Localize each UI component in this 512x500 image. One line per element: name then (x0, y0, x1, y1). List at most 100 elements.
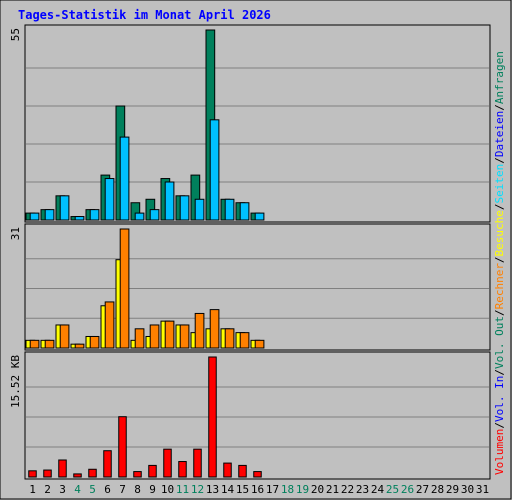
bar-volumen-day-15 (238, 464, 247, 478)
bar-dateien-day-12 (194, 198, 205, 221)
bar-volumen-day-7 (118, 416, 127, 478)
x-tick-label: 11 (176, 483, 189, 496)
bar-volumen-day-10 (163, 448, 172, 478)
x-tick-label: 5 (89, 483, 96, 496)
chart-title: Tages-Statistik im Monat April 2026 (18, 8, 271, 22)
legend-entry-volumen: Volumen (493, 429, 506, 475)
bar-volumen-day-8 (133, 471, 142, 478)
x-tick-label: 19 (296, 483, 309, 496)
x-tick-label: 30 (461, 483, 474, 496)
bar-rechner-day-8 (134, 328, 145, 349)
x-tick-label: 13 (206, 483, 219, 496)
bar-dateien-day-8 (134, 212, 145, 221)
bar-dateien-day-11 (179, 195, 190, 221)
bar-volumen-day-1 (28, 470, 37, 478)
bar-volumen-day-3 (58, 459, 67, 478)
legend-entry-rechner: Rechner (493, 263, 506, 310)
x-axis: 1 2 3 4 5 6 7 8 9 10 11 12 13 14 15 16 17 18 19 20 21 22 23 24 2… (29, 483, 489, 496)
x-tick-label: 10 (161, 483, 174, 496)
bar-rechner-day-15 (239, 332, 250, 349)
legend-separator: / (493, 203, 506, 210)
legend-entry-anfragen: Anfragen (493, 51, 506, 104)
bar-dateien-day-4 (74, 216, 85, 221)
bar-volumen-day-14 (223, 462, 232, 478)
bar-rechner-day-9 (149, 324, 160, 349)
x-tick-label: 3 (59, 483, 66, 496)
legend-separator: / (493, 157, 506, 164)
x-tick-label: 8 (134, 483, 141, 496)
x-tick-label: 18 (281, 483, 294, 496)
x-tick-label: 4 (74, 483, 81, 496)
y-max-label: 55 (9, 28, 22, 41)
legend-entry-seiten: Seiten (493, 164, 506, 204)
bar-volumen-day-2 (43, 469, 52, 478)
x-tick-label: 21 (326, 483, 339, 496)
bar-dateien-day-3 (59, 195, 70, 221)
x-tick-label: 14 (221, 483, 235, 496)
bar-rechner-day-12 (194, 312, 205, 349)
x-tick-label: 1 (29, 483, 36, 496)
legend-entry-dateien: Dateien (493, 111, 506, 157)
bar-volumen-day-9 (148, 464, 157, 478)
x-tick-label: 12 (191, 483, 204, 496)
panel-border (24, 223, 491, 351)
bar-dateien-day-16 (254, 212, 265, 221)
x-tick-label: 17 (266, 483, 279, 496)
x-tick-label: 23 (356, 483, 369, 496)
legend-separator: / (493, 369, 506, 376)
panel-top: 55 (9, 24, 491, 223)
bar-rechner-day-13 (209, 309, 220, 349)
bar-rechner-day-10 (164, 320, 175, 349)
legend-separator: / (493, 104, 506, 111)
bar-rechner-day-7 (119, 228, 130, 349)
bar-rechner-day-4 (74, 343, 85, 349)
bar-volumen-day-12 (193, 448, 202, 478)
panel-bottom: 15.52 KB (9, 351, 491, 480)
x-tick-label: 31 (476, 483, 489, 496)
panel-border (24, 351, 491, 480)
bar-rechner-day-14 (224, 328, 235, 349)
x-tick-label: 25 (386, 483, 399, 496)
bar-rechner-day-6 (104, 301, 115, 349)
bar-rechner-day-1 (29, 339, 40, 349)
legend-entry-vol-in: Vol. In (493, 376, 506, 422)
bar-dateien-day-14 (224, 198, 235, 221)
bar-dateien-day-13 (209, 119, 220, 221)
bar-dateien-day-2 (44, 209, 55, 221)
x-tick-label: 24 (371, 483, 385, 496)
legend-separator: / (493, 422, 506, 429)
legend: Volumen/Vol. In/Vol. Out/Rechner/Besuche… (493, 51, 506, 475)
x-tick-label: 16 (251, 483, 264, 496)
x-tick-label: 22 (341, 483, 354, 496)
bar-dateien-day-9 (149, 209, 160, 221)
bar-volumen-day-5 (88, 468, 97, 478)
chart-panels: 55 31 15.52 KB (9, 24, 491, 480)
y-max-label: 15.52 KB (9, 355, 22, 408)
bar-dateien-day-10 (164, 181, 175, 221)
bar-rechner-day-11 (179, 324, 190, 349)
bar-dateien-day-5 (89, 209, 100, 221)
bar-rechner-day-3 (59, 324, 70, 349)
x-tick-label: 7 (119, 483, 126, 496)
bar-dateien-day-1 (29, 212, 40, 221)
bar-volumen-day-13 (208, 356, 217, 478)
bar-volumen-day-16 (253, 471, 262, 478)
bar-volumen-day-6 (103, 450, 112, 478)
bar-dateien-day-15 (239, 202, 250, 221)
x-tick-label: 2 (44, 483, 51, 496)
x-tick-label: 28 (431, 483, 444, 496)
legend-entry-vol-out: Vol. Out (493, 316, 506, 369)
x-tick-label: 29 (446, 483, 459, 496)
x-tick-label: 9 (149, 483, 156, 496)
legend-separator: / (493, 256, 506, 263)
bar-dateien-day-7 (119, 136, 130, 221)
legend-text: Volumen/Vol. In/Vol. Out/Rechner/Besuche… (493, 51, 506, 475)
x-tick-label: 20 (311, 483, 324, 496)
bar-volumen-day-11 (178, 461, 187, 478)
x-tick-label: 26 (401, 483, 414, 496)
bar-rechner-day-2 (44, 339, 55, 349)
bar-rechner-day-5 (89, 335, 100, 349)
bar-rechner-day-16 (254, 339, 265, 349)
